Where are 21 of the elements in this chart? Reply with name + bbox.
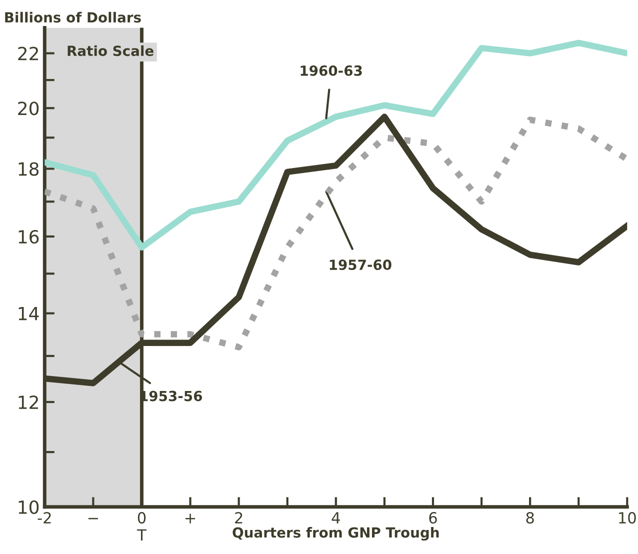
y-tick-label: 14 bbox=[18, 307, 39, 320]
x-tick-label: + bbox=[186, 514, 196, 524]
x-tick-label: 6 bbox=[429, 512, 437, 524]
x-tick-label: 0 T bbox=[137, 512, 146, 540]
x-tick-label: 2 bbox=[235, 512, 242, 524]
x-tick-label: 8 bbox=[526, 512, 534, 524]
annotation: Ratio Scale bbox=[68, 45, 154, 56]
x-tick-label: -2 bbox=[38, 512, 51, 524]
y-tick-label: 12 bbox=[18, 395, 38, 409]
x-tick-label: 10 bbox=[619, 512, 636, 524]
y-axis-title: Billions of Dollars bbox=[5, 12, 141, 23]
y-tick-label: 20 bbox=[18, 102, 39, 116]
x-tick-label: − bbox=[88, 518, 98, 520]
y-tick-label: 16 bbox=[18, 230, 39, 244]
y-tick-label: 22 bbox=[18, 46, 38, 60]
x-axis-title: Quarters from GNP Trough bbox=[232, 527, 439, 541]
text: 1960-63 bbox=[300, 65, 362, 76]
y-tick-label: 18 bbox=[18, 162, 39, 176]
text: 1957-60 bbox=[330, 260, 392, 270]
y-tick-label: 10 bbox=[18, 500, 39, 514]
x-tick-label: 4 bbox=[332, 512, 340, 524]
